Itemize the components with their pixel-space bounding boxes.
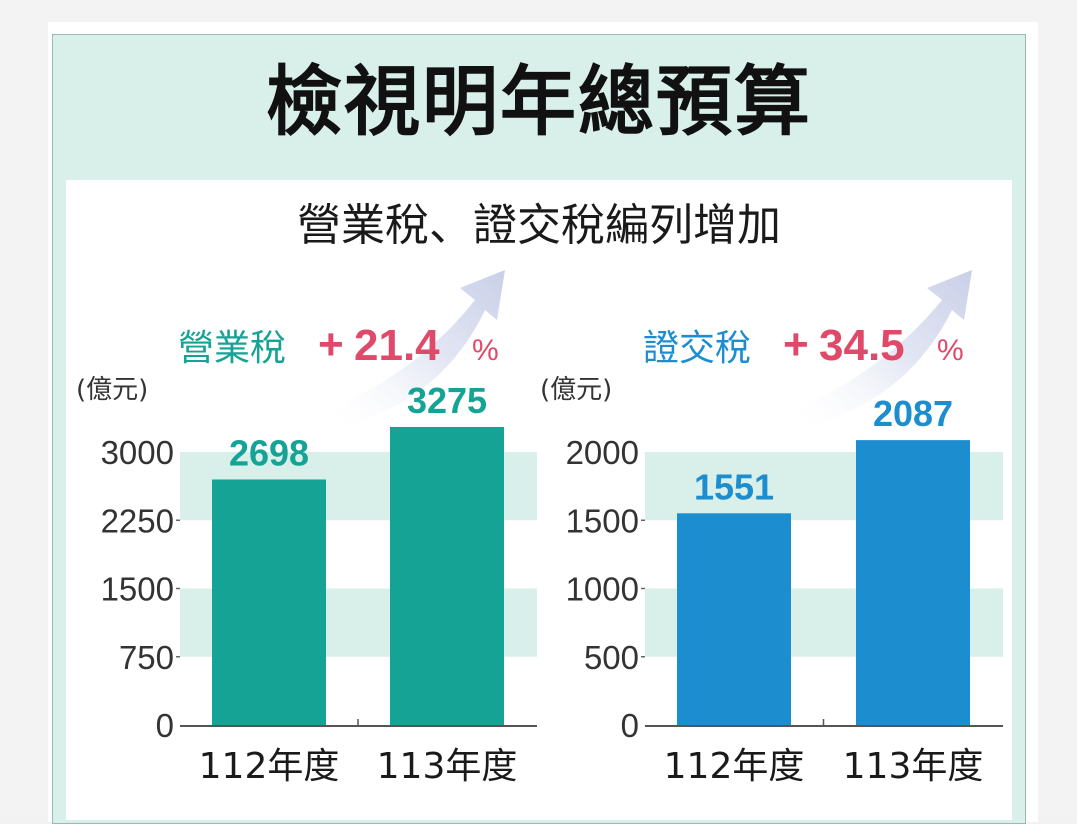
x-category-label: 113年度	[377, 746, 518, 787]
growth-arrow-icon	[330, 270, 505, 430]
bar-value-label: 2698	[229, 432, 309, 473]
change-sign: +	[318, 320, 344, 369]
y-tick-label: 3000	[101, 434, 174, 471]
y-tick-label: 750	[119, 639, 174, 676]
y-tick-label: 2000	[566, 434, 639, 471]
x-category-label: 112年度	[664, 746, 805, 787]
bar-value-label: 3275	[407, 380, 487, 421]
bar	[390, 426, 504, 725]
main-title: 檢視明年總預算	[266, 57, 812, 146]
change-sign: +	[783, 320, 809, 369]
series-name: 營業稅	[178, 328, 286, 369]
bar-value-label: 1551	[694, 466, 774, 507]
change-unit: %	[937, 334, 964, 367]
y-tick-label: 1500	[101, 571, 174, 608]
x-category-label: 113年度	[843, 746, 984, 787]
change-value: 21.4	[354, 321, 440, 370]
bar	[212, 479, 326, 725]
series-name: 證交稅	[643, 328, 751, 369]
change-value: 34.5	[819, 321, 905, 370]
growth-arrow-icon	[795, 270, 972, 430]
y-tick-label: 1500	[566, 502, 639, 539]
bar	[677, 513, 791, 725]
change-unit: %	[472, 334, 499, 367]
y-tick-label: 2250	[101, 502, 174, 539]
x-category-label: 112年度	[199, 746, 340, 787]
y-tick-label: 0	[156, 707, 174, 744]
bar	[856, 440, 970, 725]
y-axis-unit: (億元)	[540, 375, 612, 405]
y-tick-label: 500	[584, 639, 639, 676]
y-axis-unit: (億元)	[76, 375, 148, 405]
subtitle: 營業稅、證交稅編列增加	[297, 200, 781, 251]
y-tick-label: 1000	[566, 571, 639, 608]
bar-value-label: 2087	[873, 393, 953, 434]
y-tick-label: 0	[621, 707, 639, 744]
